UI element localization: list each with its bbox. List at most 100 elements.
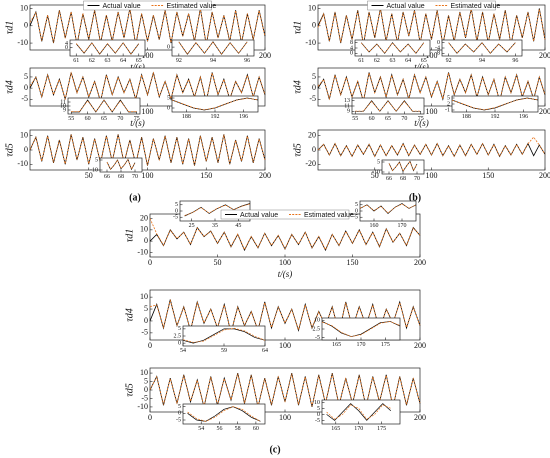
- series-line: [451, 97, 539, 111]
- y-tick-label: 5: [24, 72, 28, 81]
- y-tick-label: -10: [305, 38, 316, 47]
- x-tick-label: 50: [214, 258, 222, 267]
- y-tick-label: 0: [144, 316, 148, 325]
- series-line: [359, 203, 417, 214]
- y-tick-label: 11: [344, 103, 350, 109]
- y-tick-label: 0: [24, 145, 28, 154]
- x-tick-label: 64: [262, 348, 268, 354]
- y-tick-label: 0: [65, 45, 68, 51]
- x-tick-label: 61: [73, 58, 79, 64]
- y-tick-label: -10: [137, 402, 148, 411]
- series-line: [71, 99, 137, 113]
- x-tick-label: 100: [142, 51, 154, 60]
- x-tick-label: 94: [210, 58, 216, 64]
- y-tick-label: -5: [315, 335, 320, 341]
- x-tick-label: 100: [279, 341, 291, 350]
- y-axis-label: τd5: [124, 383, 135, 397]
- y-tick-label: 5: [144, 304, 148, 313]
- y-tick-label: -5: [309, 94, 316, 103]
- series-line: [75, 42, 140, 55]
- x-tick-label: 188: [182, 114, 191, 120]
- x-tick-label: 200: [259, 171, 271, 180]
- x-tick-label: 92: [446, 58, 452, 64]
- x-axis-label: t/(s): [414, 118, 429, 128]
- x-tick-label: 100: [426, 171, 438, 180]
- y-tick-label: 5: [317, 406, 320, 412]
- inset-chart: 0-4-8 92 94 96: [435, 39, 523, 64]
- x-axis-label: t/(s): [130, 62, 145, 72]
- x-tick-label: 70: [401, 116, 407, 122]
- x-tick-label: 150: [347, 258, 359, 267]
- x-tick-label: 54: [180, 348, 186, 354]
- plot-frame: [321, 317, 401, 341]
- x-tick-label: 68: [118, 174, 124, 180]
- y-tick-label: -10: [137, 247, 148, 256]
- series-line: [317, 136, 546, 158]
- y-tick-label: -5: [141, 328, 148, 337]
- inset-chart: 52.5 054 59 64: [174, 325, 268, 354]
- y-tick-label: -5: [315, 418, 320, 424]
- x-tick-label: 160: [370, 223, 379, 229]
- series-line: [182, 327, 266, 343]
- x-tick-label: 175: [377, 426, 386, 432]
- x-tick-label: 92: [176, 58, 182, 64]
- x-tick-label: 50: [85, 171, 93, 180]
- legend-label: Actual value: [103, 3, 141, 10]
- series-line: [178, 41, 248, 55]
- x-tick-label: 25: [189, 223, 195, 229]
- y-tick-label: 10: [140, 368, 148, 377]
- x-tick-label: 65: [136, 58, 142, 64]
- x-tick-label: 100: [279, 258, 291, 267]
- panel-label: (c): [269, 444, 280, 455]
- y-tick-label: 0: [178, 411, 181, 417]
- inset-chart: 5 -10 66 68 70: [90, 157, 143, 180]
- y-axis-label: τd1: [292, 21, 303, 35]
- x-tick-label: 68: [400, 176, 406, 182]
- y-tick-label: -10: [90, 167, 98, 173]
- y-tick-label: 5: [178, 326, 181, 332]
- x-tick-label: 62: [374, 58, 380, 64]
- x-tick-label: 65: [421, 58, 427, 64]
- x-tick-label: 188: [462, 114, 471, 120]
- x-tick-label: 0: [148, 341, 152, 350]
- series-line: [29, 71, 266, 103]
- y-tick-label: 5: [175, 202, 178, 208]
- plot-frame: [359, 200, 417, 222]
- x-tick-label: 100: [142, 107, 154, 116]
- x-axis-label: t/(s): [130, 118, 145, 128]
- y-tick-label: 8: [350, 40, 353, 46]
- x-tick-label: 170: [354, 426, 363, 432]
- y-tick-label: 0: [24, 21, 28, 30]
- y-axis-label: τd1: [124, 229, 135, 243]
- x-tick-label: 70: [117, 116, 123, 122]
- series-line: [29, 134, 266, 166]
- y-tick-label: 0: [144, 236, 148, 245]
- x-tick-label: 150: [482, 171, 494, 180]
- y-tick-label: -5: [176, 417, 181, 423]
- y-axis-label: τd5: [4, 143, 15, 157]
- x-tick-label: 61: [358, 58, 364, 64]
- x-tick-label: 192: [491, 114, 500, 120]
- y-tick-label: 10: [308, 3, 316, 12]
- y-tick-label: 10: [20, 3, 28, 12]
- x-tick-label: 66: [104, 174, 110, 180]
- series-line: [388, 160, 418, 172]
- x-tick-label: 55: [68, 116, 74, 122]
- inset-chart: 840 61 62 63 64 65: [350, 39, 431, 64]
- x-tick-label: 170: [398, 223, 407, 229]
- x-tick-label: 60: [253, 426, 259, 432]
- x-tick-label: 50: [371, 171, 379, 180]
- y-tick-label: 5: [167, 95, 170, 101]
- x-tick-label: 60: [369, 116, 375, 122]
- x-tick-label: 196: [239, 114, 248, 120]
- y-tick-label: -10: [372, 169, 380, 175]
- x-tick-label: 150: [200, 171, 212, 180]
- y-tick-label: 10: [20, 131, 28, 140]
- x-tick-label: 96: [512, 58, 518, 64]
- y-tick-label: 10: [314, 400, 320, 406]
- y-tick-label: 10: [314, 318, 320, 324]
- x-tick-label: 96: [244, 58, 250, 64]
